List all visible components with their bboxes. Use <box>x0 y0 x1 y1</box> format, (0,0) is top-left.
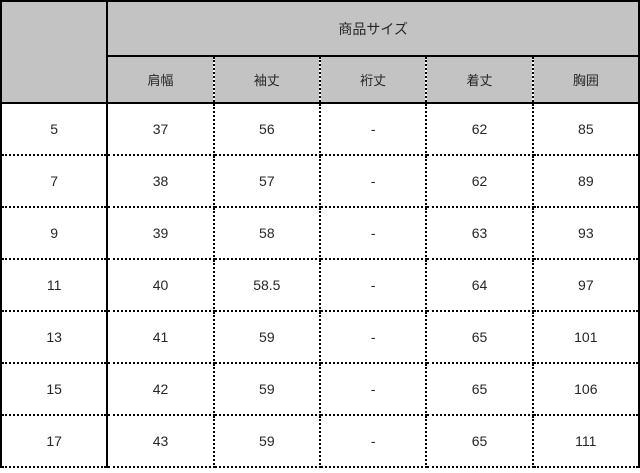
table-row: 7 38 57-62 89 <box>0 154 640 208</box>
value-cell: - <box>318 102 428 156</box>
value-cell: 63 <box>425 206 534 260</box>
column-header-2: 裄丈 <box>318 55 428 104</box>
value-cell: 62 <box>425 102 534 156</box>
value-cell: 93 <box>531 206 640 260</box>
value-cell: 58 <box>212 206 321 260</box>
value-cell: 65 <box>425 362 534 416</box>
size-label: 9 <box>0 206 109 260</box>
value-cell: 40 <box>106 258 215 312</box>
value-cell: 64 <box>425 258 534 312</box>
table-row: 9 39 58-63 93 <box>0 206 640 260</box>
size-label: 7 <box>0 154 109 208</box>
value-cell: 65 <box>425 310 534 364</box>
column-header-row: 肩幅 袖丈 裄丈 着丈 胸囲 <box>1 55 640 104</box>
size-label: 15 <box>0 362 109 416</box>
value-cell: 41 <box>106 310 215 364</box>
corner-cell <box>0 0 109 104</box>
column-header-3: 着丈 <box>425 55 534 104</box>
value-cell: - <box>318 414 428 468</box>
size-label: 5 <box>0 102 109 156</box>
value-cell: 58.5 <box>212 258 321 312</box>
value-cell: 65 <box>425 414 534 468</box>
table-title: 商品サイズ <box>106 0 640 57</box>
table-row: 15 42 59-65 106 <box>0 362 640 416</box>
column-header-1: 袖丈 <box>212 55 321 104</box>
value-cell: 57 <box>212 154 321 208</box>
value-cell: 85 <box>531 102 640 156</box>
table-row: 5 37 56-62 85 <box>0 102 640 156</box>
size-label: 11 <box>0 258 109 312</box>
value-cell: 59 <box>212 362 321 416</box>
value-cell: - <box>318 310 428 364</box>
value-cell: 56 <box>212 102 321 156</box>
value-cell: 97 <box>531 258 640 312</box>
column-header-0: 肩幅 <box>106 55 215 104</box>
value-cell: 37 <box>106 102 215 156</box>
table-header: 商品サイズ 肩幅 袖丈 裄丈 着丈 胸囲 <box>0 0 640 104</box>
value-cell: 89 <box>531 154 640 208</box>
value-cell: 59 <box>212 310 321 364</box>
value-cell: 43 <box>106 414 215 468</box>
size-label: 17 <box>0 414 109 468</box>
size-label: 13 <box>0 310 109 364</box>
value-cell: 39 <box>106 206 215 260</box>
value-cell: 111 <box>531 414 640 468</box>
column-header-4: 胸囲 <box>531 55 640 104</box>
table-body: 5 37 56-62 85 7 38 57-62 89 9 39 58-63 93 11 40 58.5-6… <box>0 102 640 468</box>
title-row: 商品サイズ <box>0 0 640 104</box>
value-cell: 101 <box>531 310 640 364</box>
value-cell: 59 <box>212 414 321 468</box>
table-row: 11 40 58.5-64 97 <box>0 258 640 312</box>
value-cell: - <box>318 258 428 312</box>
value-cell: - <box>318 154 428 208</box>
table-row: 17 43 59-65 111 <box>0 414 640 468</box>
value-cell: - <box>318 206 428 260</box>
value-cell: - <box>318 362 428 416</box>
table-row: 13 41 59-65 101 <box>0 310 640 364</box>
value-cell: 106 <box>531 362 640 416</box>
value-cell: 62 <box>425 154 534 208</box>
value-cell: 42 <box>106 362 215 416</box>
value-cell: 38 <box>106 154 215 208</box>
